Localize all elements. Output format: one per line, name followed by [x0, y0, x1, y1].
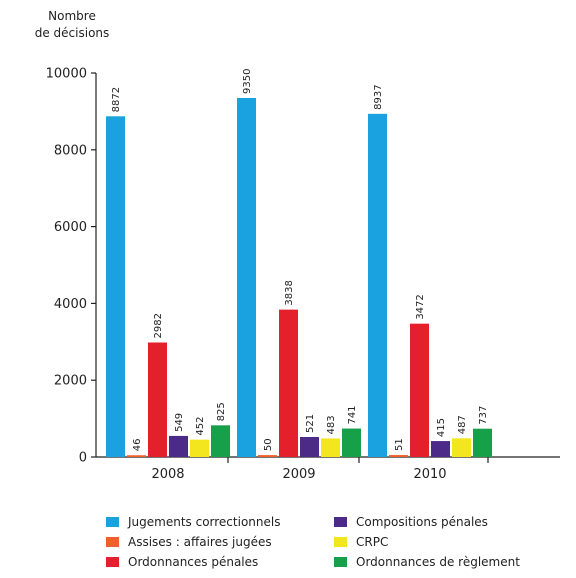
legend-item-5: CRPC — [334, 534, 571, 550]
legend-label-6: Ordonnances de règlement — [356, 555, 520, 569]
bar-2010-6 — [473, 428, 492, 457]
value-label-2009-5: 483 — [326, 415, 337, 434]
x-tick-label-2010: 2010 — [413, 467, 446, 482]
bar-2008-6 — [211, 425, 230, 457]
value-label-2010-5: 487 — [457, 415, 468, 434]
bar-chart: Nombre de décisions 0 2000 4000 6000 8000 100… — [35, 9, 560, 482]
y-tick-label-3: 6000 — [54, 220, 87, 235]
bar-2008-2 — [127, 455, 146, 457]
legend-label-5: CRPC — [356, 535, 389, 549]
value-label-2009-3: 3838 — [284, 280, 295, 305]
bar-2008-1 — [106, 116, 125, 458]
legend-item-1: Jugements correctionnels — [106, 514, 334, 530]
value-label-2009-2: 50 — [263, 438, 274, 451]
value-label-2009-4: 521 — [305, 414, 316, 433]
value-label-2009-1: 9350 — [242, 69, 253, 94]
value-label-2008-1: 8872 — [111, 87, 122, 112]
bar-2010-5 — [452, 438, 471, 457]
legend-item-2: Assises : affaires jugées — [106, 534, 334, 550]
bar-2009-1 — [237, 97, 256, 458]
bars — [106, 97, 492, 458]
y-axis-label-line2: de décisions — [35, 26, 110, 40]
legend-swatch-5 — [334, 537, 347, 547]
bar-2009-5 — [321, 438, 340, 457]
value-label-2008-2: 46 — [132, 438, 143, 451]
value-label-2008-6: 825 — [216, 402, 227, 421]
x-tick-label-2008: 2008 — [151, 467, 184, 482]
y-tick-label-5: 10000 — [46, 67, 87, 82]
legend-label-1: Jugements correctionnels — [128, 515, 281, 529]
value-label-2010-6: 737 — [478, 406, 489, 425]
value-label-2008-5: 452 — [195, 417, 206, 436]
y-tick-label-2: 4000 — [54, 297, 87, 312]
bar-2009-2 — [258, 455, 277, 457]
legend-swatch-1 — [106, 517, 119, 527]
bar-2009-4 — [300, 436, 319, 457]
value-labels: 8872 46 2982 549 452 825 9350 50 3838 521 483 741 89… — [111, 69, 489, 452]
x-tick-label-2009: 2009 — [282, 467, 315, 482]
bar-2010-4 — [431, 441, 450, 457]
value-label-2010-3: 3472 — [415, 294, 426, 319]
y-tick-label-0: 0 — [79, 451, 87, 466]
bar-2010-1 — [368, 113, 387, 457]
value-label-2009-6: 741 — [347, 405, 358, 424]
value-label-2008-3: 2982 — [153, 313, 164, 338]
legend-swatch-3 — [106, 557, 119, 567]
legend-label-2: Assises : affaires jugées — [128, 535, 272, 549]
bar-2010-3 — [410, 323, 429, 457]
legend-swatch-6 — [334, 557, 347, 567]
value-label-2010-4: 415 — [436, 418, 447, 437]
legend-swatch-4 — [334, 517, 347, 527]
y-tick-label-4: 8000 — [54, 143, 87, 158]
legend-item-4: Compositions pénales — [334, 514, 571, 530]
legend-swatch-2 — [106, 537, 119, 547]
bar-2010-2 — [389, 455, 408, 457]
y-axis-label-line1: Nombre — [48, 9, 96, 23]
value-label-2008-4: 549 — [174, 413, 185, 432]
bar-2009-3 — [279, 309, 298, 457]
legend-item-6: Ordonnances de règlement — [334, 554, 571, 570]
value-label-2010-1: 8937 — [373, 84, 384, 109]
bar-2008-5 — [190, 439, 209, 457]
bar-2009-6 — [342, 428, 361, 457]
legend-item-3: Ordonnances pénales — [106, 554, 334, 570]
legend-label-4: Compositions pénales — [356, 515, 488, 529]
x-axis: 2008 2009 2010 — [96, 456, 560, 482]
legend-label-3: Ordonnances pénales — [128, 555, 259, 569]
legend: Jugements correctionnels Compositions pén… — [106, 514, 571, 570]
bar-2008-4 — [169, 435, 188, 457]
y-tick-label-1: 2000 — [54, 374, 87, 389]
y-axis: 0 2000 4000 6000 8000 10000 — [46, 67, 97, 466]
bar-2008-3 — [148, 342, 167, 457]
value-label-2010-2: 51 — [394, 438, 405, 451]
